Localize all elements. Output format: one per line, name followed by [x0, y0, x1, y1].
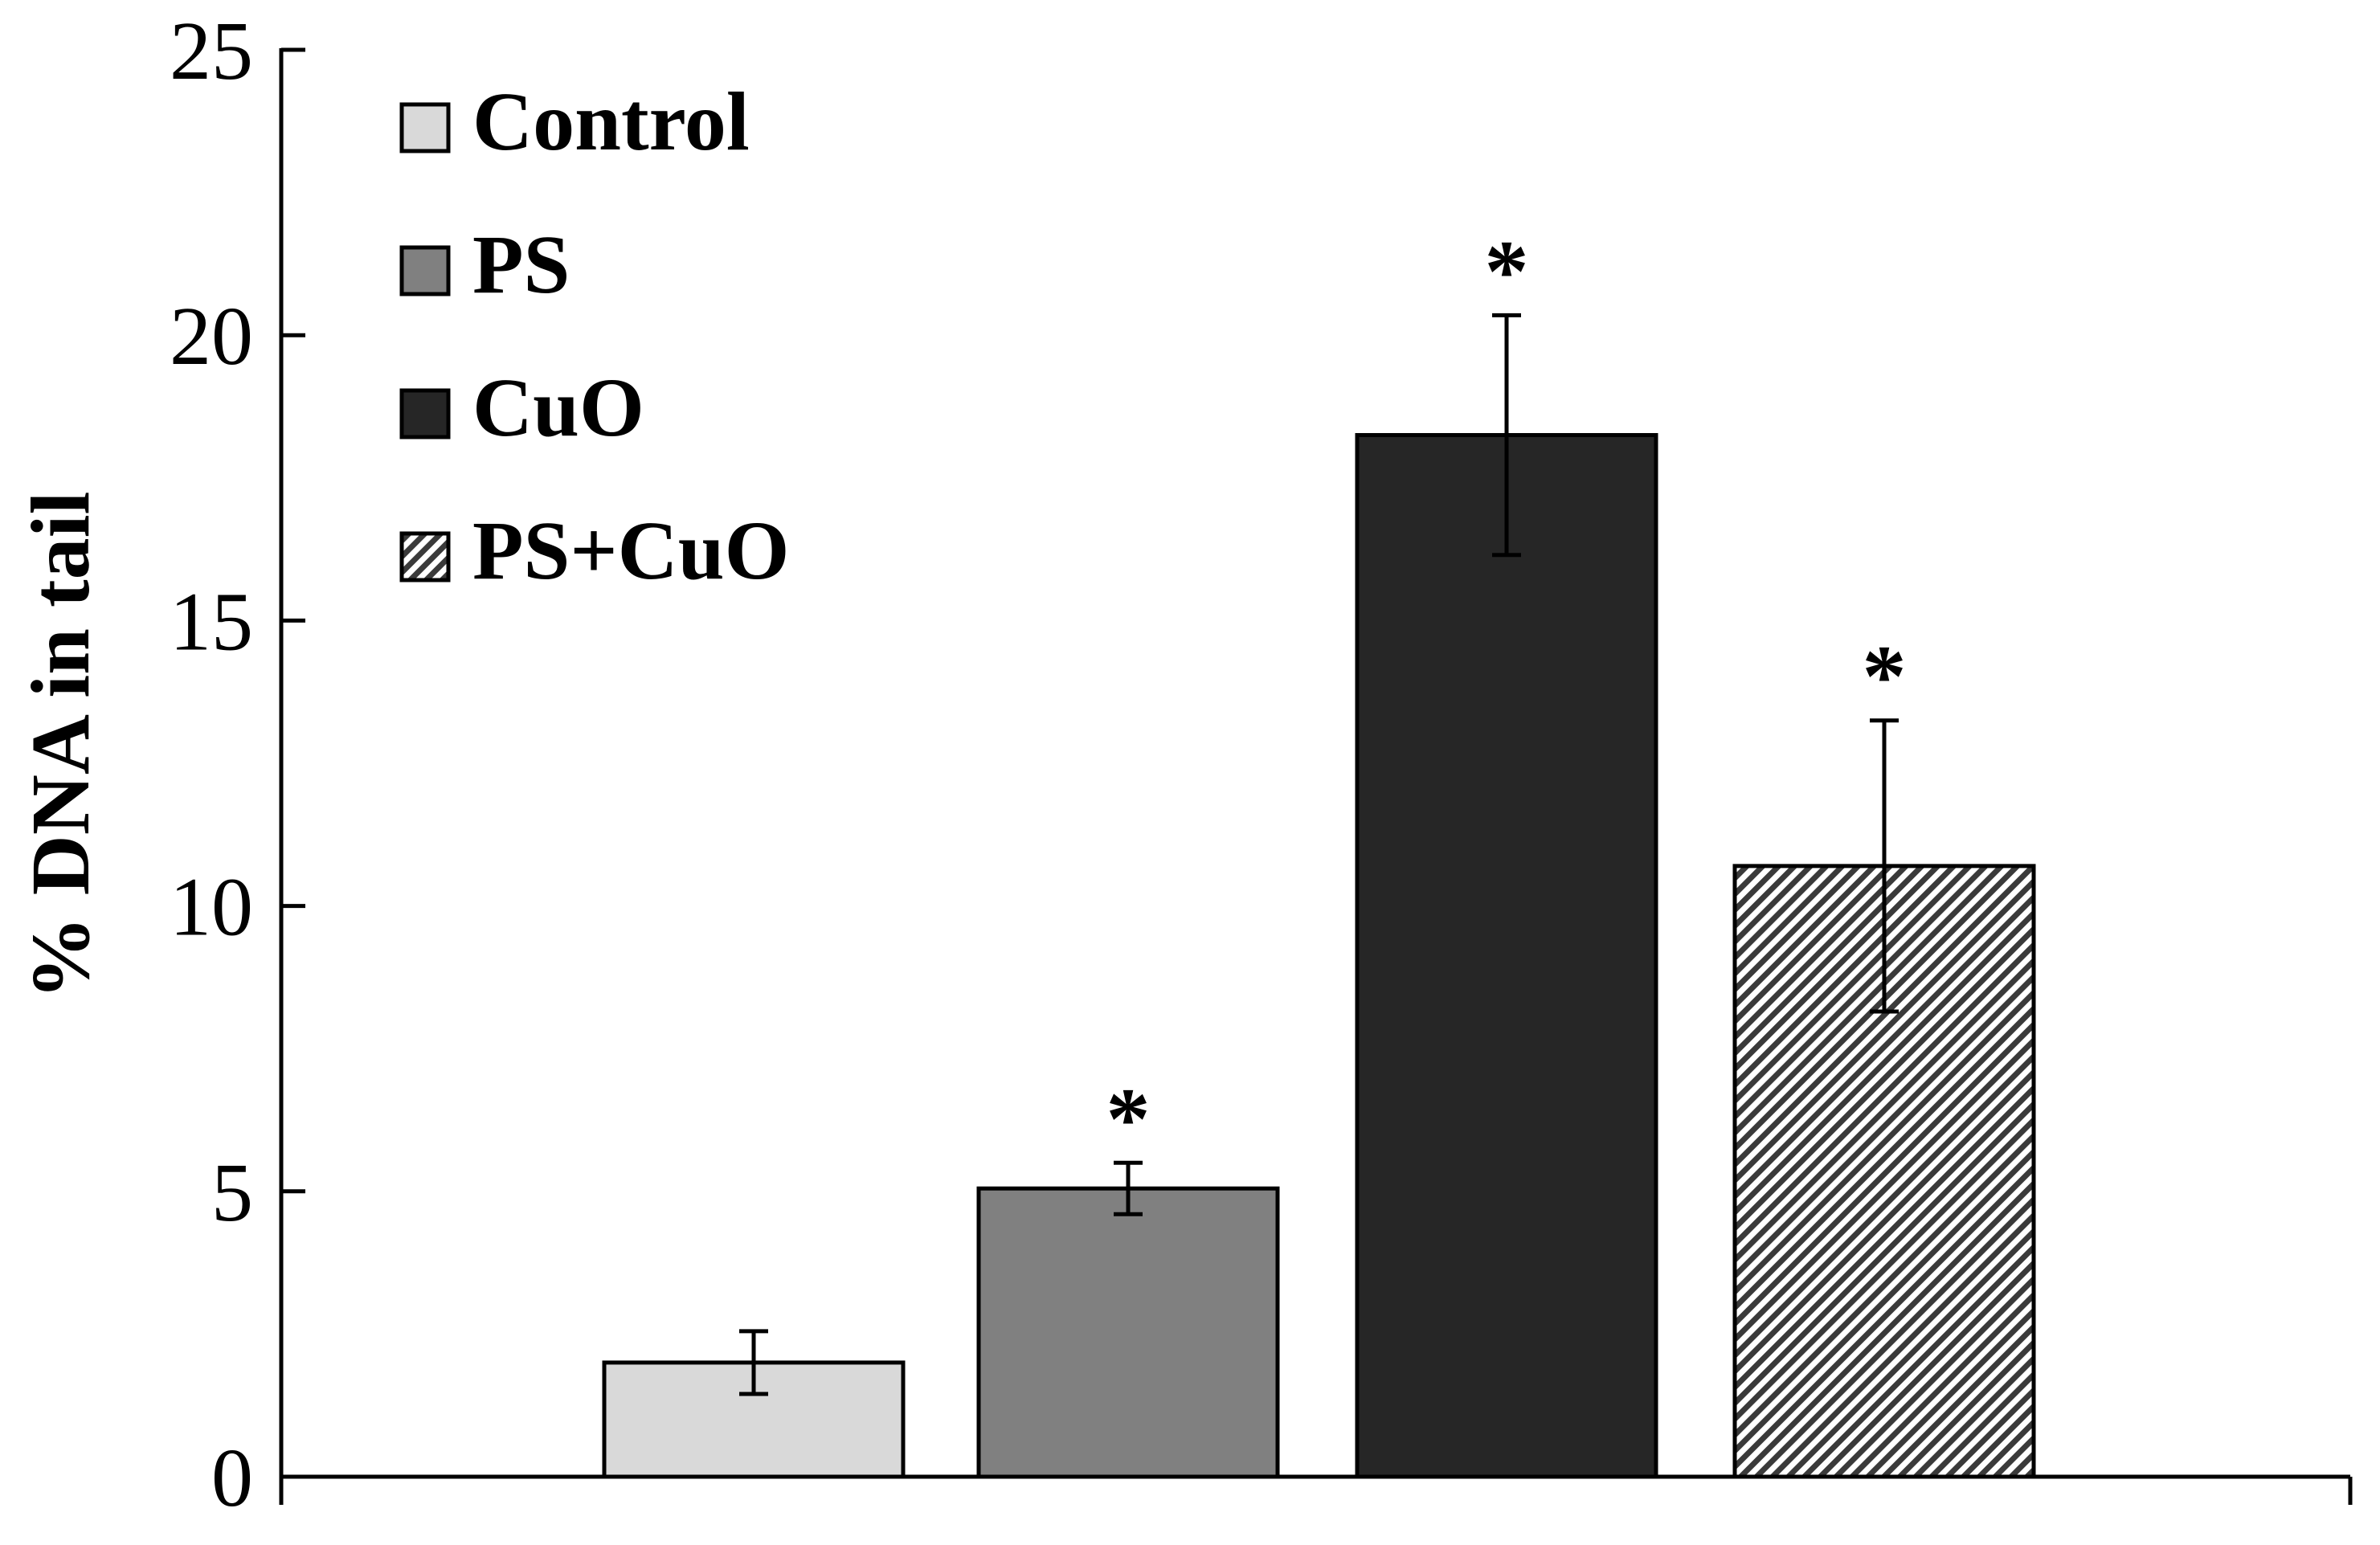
significance-star: * — [1863, 627, 1907, 725]
y-tick-label: 5 — [211, 1146, 253, 1239]
legend-swatch-ps — [399, 245, 451, 296]
legend-label: Control — [472, 76, 750, 168]
y-axis-title: % DNA in tail — [14, 492, 107, 1000]
y-tick-label: 15 — [170, 575, 253, 668]
y-tick-label: 0 — [211, 1432, 253, 1524]
legend-swatch-ps-cuo — [399, 531, 451, 582]
y-tick-label: 25 — [170, 5, 253, 97]
bar-ps — [976, 1186, 1280, 1479]
bar-cuo — [1355, 433, 1658, 1479]
legend-label: PS — [472, 219, 570, 311]
significance-star: * — [1106, 1069, 1151, 1167]
y-tick-label: 10 — [170, 861, 253, 954]
y-tick-label: 20 — [170, 290, 253, 382]
legend-swatch-cuo — [399, 388, 451, 439]
legend-label: PS+CuO — [472, 505, 789, 597]
legend-label: CuO — [472, 362, 644, 454]
significance-star: * — [1485, 222, 1529, 320]
legend-swatch-control — [399, 102, 451, 153]
